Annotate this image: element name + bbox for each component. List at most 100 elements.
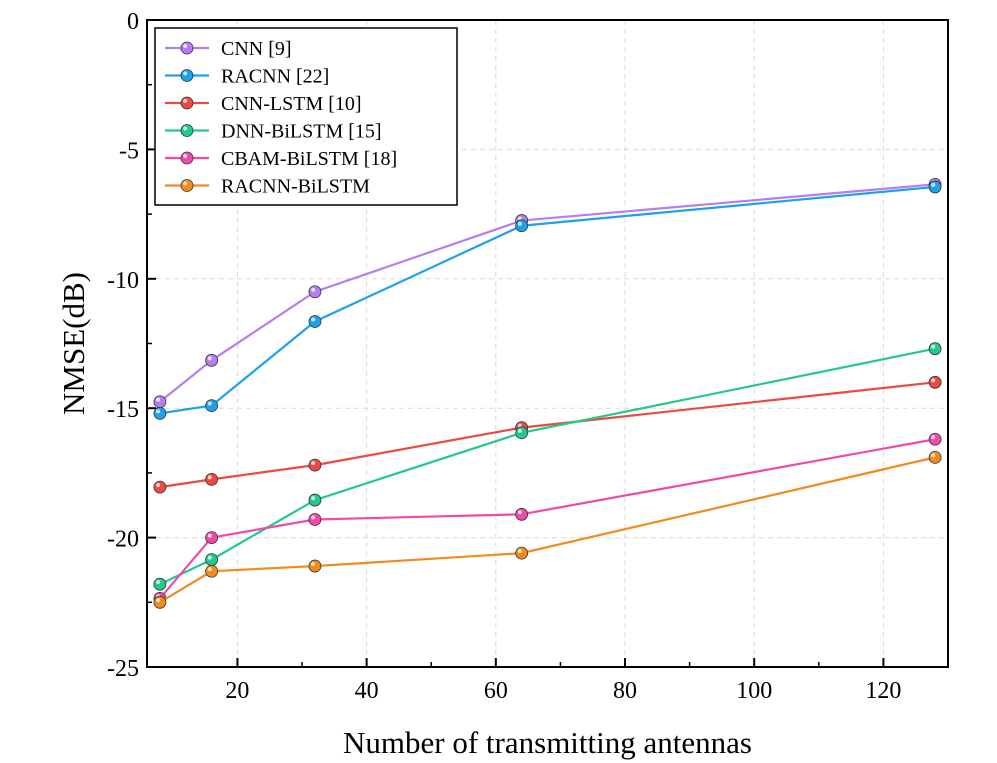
legend-marker	[180, 124, 194, 137]
legend-label: CNN [9]	[221, 38, 292, 60]
legend-item: CNN [9]	[165, 38, 292, 60]
x-tick-label: 40	[355, 678, 379, 704]
data-point-highlight	[517, 221, 522, 226]
data-point-highlight	[931, 344, 936, 349]
series-5	[153, 450, 942, 609]
legend-box	[154, 27, 458, 206]
series-line	[159, 347, 936, 586]
series-line	[159, 456, 936, 604]
legend-marker	[180, 41, 194, 55]
data-point-highlight	[156, 409, 161, 414]
series-line	[159, 185, 936, 415]
data-point-highlight	[156, 598, 161, 603]
legend-marker-highlight	[183, 44, 188, 48]
data-point-highlight	[207, 356, 212, 361]
legend-marker	[180, 151, 194, 165]
x-tick-label: 80	[613, 678, 637, 704]
legend-marker-highlight	[183, 126, 188, 131]
y-tick-label: 0	[127, 9, 139, 35]
data-point-highlight	[207, 555, 212, 560]
data-point-highlight	[311, 461, 316, 466]
data-point	[515, 507, 529, 521]
data-point-highlight	[311, 562, 316, 567]
data-point-highlight	[931, 378, 936, 383]
data-point-highlight	[156, 397, 161, 402]
legend-label: RACNN [22]	[221, 66, 329, 88]
data-point	[928, 342, 942, 356]
data-point	[153, 395, 167, 409]
x-tick-label: 100	[736, 678, 772, 704]
data-point-highlight	[311, 317, 316, 322]
legend-item: RACNN-BiLSTM	[165, 176, 370, 198]
legend-label: RACNN-BiLSTM	[221, 176, 370, 198]
data-point	[308, 315, 322, 328]
data-point-highlight	[931, 182, 936, 187]
legend-marker-highlight	[183, 154, 188, 158]
legend-marker-highlight	[183, 71, 188, 76]
data-point	[515, 219, 529, 233]
series-line	[159, 381, 936, 489]
data-point	[308, 513, 322, 526]
data-point	[515, 546, 529, 560]
data-point-highlight	[517, 428, 522, 433]
data-point-highlight	[207, 475, 212, 480]
data-point-highlight	[311, 515, 316, 520]
data-point	[205, 531, 218, 544]
data-point-highlight	[156, 580, 161, 585]
data-point-highlight	[156, 483, 161, 488]
data-point-highlight	[207, 567, 212, 572]
y-tick-label: -5	[119, 138, 139, 164]
legend-label: CBAM-BiLSTM [18]	[221, 148, 397, 170]
axis-ticks: 20 40 60 80 100 120 0 -5 -10 -15 -20 -25	[107, 9, 901, 704]
series-1	[153, 180, 942, 420]
data-point	[308, 559, 322, 573]
data-point	[205, 353, 218, 367]
legend-marker-highlight	[183, 181, 188, 186]
data-point	[153, 480, 167, 494]
series-4	[153, 432, 942, 605]
data-point	[308, 493, 322, 507]
series-line	[159, 183, 936, 403]
x-tick-label: 120	[865, 678, 901, 704]
data-point	[928, 180, 942, 194]
x-tick-label: 60	[484, 678, 508, 704]
legend: CNN [9] RACNN [22] CNN-LSTM [10] DNN-BiLSTM…	[154, 27, 458, 206]
grid-lines	[147, 20, 948, 667]
data-point-highlight	[931, 435, 936, 440]
x-tick-label: 20	[225, 678, 249, 704]
data-point-highlight	[931, 453, 936, 458]
legend-item: DNN-BiLSTM [15]	[165, 121, 382, 143]
series-2	[153, 375, 942, 494]
series-0	[153, 177, 942, 409]
legend-marker-highlight	[183, 99, 188, 103]
data-point	[205, 553, 218, 566]
legend-marker	[180, 179, 194, 192]
data-point	[928, 432, 942, 446]
y-tick-label: -10	[107, 268, 139, 294]
data-point	[153, 577, 167, 591]
y-axis-title: NMSE(dB)	[56, 272, 91, 415]
data-point	[928, 375, 942, 389]
data-point-highlight	[517, 549, 522, 554]
legend-marker	[180, 69, 194, 82]
data-point	[153, 595, 167, 609]
legend-item: RACNN [22]	[165, 66, 329, 88]
legend-label: DNN-BiLSTM [15]	[221, 121, 382, 143]
legend-item: CBAM-BiLSTM [18]	[165, 148, 397, 170]
data-point-highlight	[517, 510, 522, 515]
data-point-highlight	[207, 533, 212, 538]
data-point-highlight	[311, 496, 316, 501]
data-point	[205, 472, 218, 486]
series-3	[153, 342, 942, 591]
legend-marker	[180, 96, 194, 110]
data-point	[205, 399, 218, 413]
y-tick-label: -25	[107, 656, 139, 682]
y-tick-label: -15	[107, 397, 139, 423]
data-point	[205, 564, 218, 578]
y-tick-label: -20	[107, 527, 139, 553]
data-point-highlight	[207, 401, 212, 406]
data-point	[308, 285, 322, 299]
series-lines	[153, 177, 942, 609]
data-point	[928, 450, 942, 464]
